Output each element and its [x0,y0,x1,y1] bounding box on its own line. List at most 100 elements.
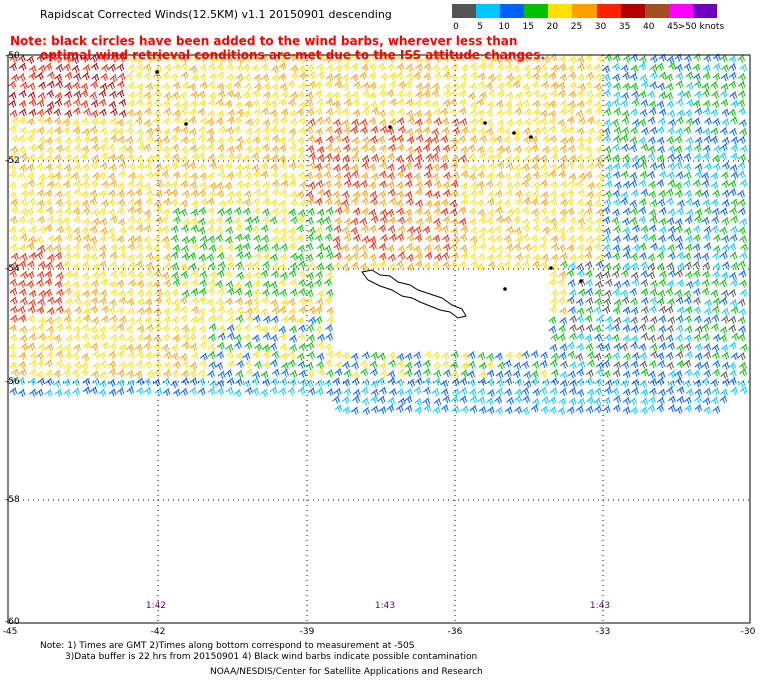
wind-barb [55,208,64,217]
wind-barb [136,289,145,298]
wind-barb [206,127,215,136]
wind-barb [576,307,585,316]
wind-barb [64,351,73,360]
wind-barb [720,388,729,397]
wind-barb [496,126,505,135]
legend-swatch [548,4,573,18]
wind-barb [271,188,280,197]
wind-barb [532,154,541,163]
wind-barb [531,398,540,407]
wind-barb [54,388,63,397]
wind-barb [208,182,217,191]
wind-barb [396,117,405,126]
wind-barb [378,89,387,98]
wind-barb [622,334,631,343]
wind-barb [134,109,143,118]
wind-barb [287,350,296,359]
wind-barb [324,359,333,368]
wind-barb [378,243,387,252]
wind-barb [361,378,370,387]
wind-barb [712,262,721,271]
wind-barb [36,99,45,108]
wind-barb [351,170,360,179]
wind-barb [719,226,728,235]
wind-barb [395,181,404,190]
wind-barb [504,388,513,397]
wind-barb [154,163,163,172]
wind-barb [656,154,665,163]
wind-barb [593,397,602,406]
wind-barb [728,179,737,188]
wind-barb [341,135,350,144]
wind-barb [585,89,594,99]
wind-barb [514,189,523,199]
wind-barb [729,299,738,308]
wind-barb [738,269,747,278]
wind-barb [414,234,423,243]
wind-barb [81,333,89,342]
wind-barb [144,360,153,369]
wind-barb [692,269,701,278]
wind-barb [98,98,107,107]
wind-barb [630,306,639,315]
wind-barb [477,351,486,361]
wind-barb [45,261,53,270]
wind-barb [55,217,63,226]
wind-barb [549,197,558,206]
x-tick: -30 [740,627,756,637]
wind-barb [81,179,90,189]
wind-barb [728,361,737,371]
wind-barb [694,170,703,179]
wind-barb [245,127,253,136]
wind-barb [288,127,297,136]
wind-barb [252,179,260,189]
wind-barb [314,233,323,243]
wind-barb [245,261,253,270]
wind-barb [179,199,188,208]
wind-barb [245,314,253,323]
wind-barb [17,171,26,181]
wind-barb [674,189,683,198]
wind-barb [8,99,17,108]
wind-barb [622,388,631,397]
wind-barb [189,342,198,351]
wind-barb [387,172,395,181]
wind-barb [513,361,522,370]
wind-barb [632,224,640,233]
wind-barb [55,344,64,353]
wind-barb [325,91,333,100]
wind-barb [154,226,163,235]
wind-barb [539,91,548,100]
wind-barb [740,243,748,252]
wind-barb [233,334,242,343]
wind-barb [548,170,557,179]
wind-barb [440,162,449,171]
wind-barb [62,260,71,269]
wind-barb [569,315,577,324]
wind-barb [308,161,316,170]
wind-barb [162,99,171,108]
wind-barb [242,207,251,216]
wind-barb [683,125,692,135]
wind-barb [719,395,728,404]
wind-barb [566,197,575,206]
wind-barb [721,108,730,117]
wind-barb [622,153,630,163]
wind-barb [667,251,676,260]
wind-barb [109,179,118,188]
wind-barb [180,262,188,271]
wind-barb [242,352,251,361]
wind-barb [207,235,216,244]
wind-barb [487,260,496,270]
map-frame [7,54,751,624]
wind-barb [91,316,100,325]
wind-barb [631,98,640,107]
wind-barb [442,181,451,190]
wind-barb [350,126,359,135]
wind-barb [621,143,630,152]
wind-barb [638,179,647,188]
wind-barb [603,107,612,116]
wind-barb [333,172,342,181]
wind-barb [342,351,350,360]
wind-barb [458,206,467,215]
